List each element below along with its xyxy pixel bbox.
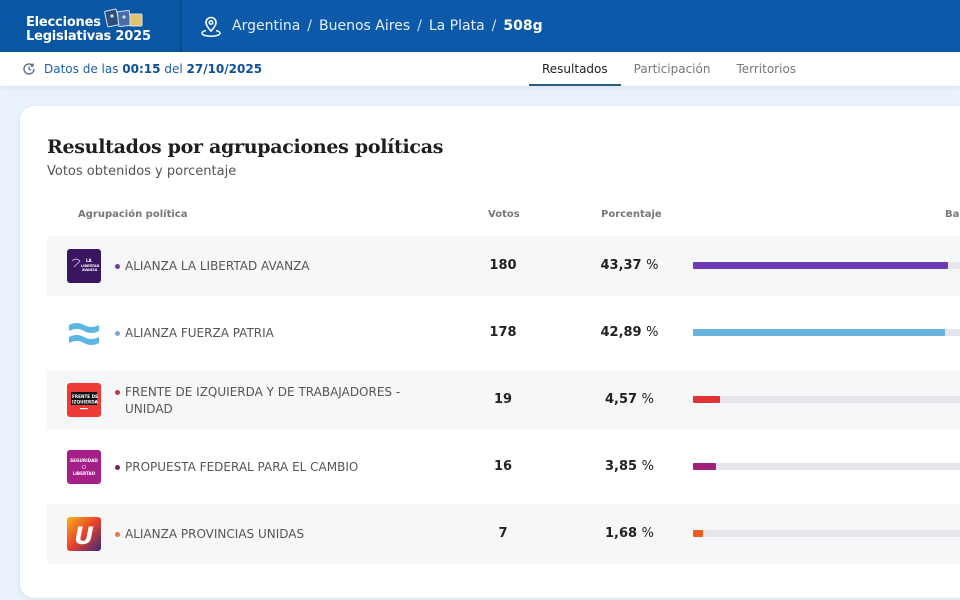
breadcrumb-buenos-aires[interactable]: Buenos Aires [319, 18, 411, 34]
party-color-dot [115, 464, 120, 470]
percent-number: 4,57 [605, 392, 638, 407]
percent-unit: % [646, 258, 659, 273]
breadcrumb-current: 508g [503, 18, 543, 34]
refresh-clock-icon [23, 63, 35, 75]
party-color-dot [115, 531, 120, 537]
logo-text: IZQUIERDA [72, 400, 99, 405]
column-header-percent: Porcentaje [601, 209, 662, 220]
breadcrumb-separator: / [417, 18, 422, 34]
party-color-dot [115, 390, 120, 395]
percent-bar-track [693, 396, 960, 403]
percent-bar-fill [693, 329, 946, 336]
frente-de-izquierda-logo: FRENTE DE IZQUIERDA [67, 383, 101, 417]
column-header-votes: Votos [488, 209, 520, 220]
column-header-party: Agrupación política [78, 209, 188, 220]
percent-bar-fill [693, 262, 948, 269]
results-card: Resultados por agrupaciones políticas Vo… [20, 106, 960, 598]
percent-number: 43,37 [600, 258, 642, 273]
percent-unit: % [641, 526, 654, 541]
percent-number: 1,68 [605, 526, 638, 541]
percent-value: 43,37 % [592, 236, 667, 296]
party-name: ALIANZA LA LIBERTAD AVANZA [115, 236, 425, 296]
percent-bar-track [693, 530, 960, 537]
logo-text: SEGURIDAD [70, 458, 98, 463]
brand-logo[interactable]: Elecciones Legislativas 2025 [0, 0, 182, 52]
breadcrumb-argentina[interactable]: Argentina [232, 18, 301, 34]
percent-unit: % [641, 392, 654, 407]
ballot-cards-icon [104, 8, 143, 28]
percent-value: 4,57 % [592, 370, 667, 430]
percent-number: 42,89 [600, 325, 642, 340]
breadcrumb-la-plata[interactable]: La Plata [428, 18, 485, 34]
data-timestamp: Datos de las 00:15 del 27/10/2025 [22, 62, 262, 76]
brand-line-2: Legislativas 2025 [26, 29, 151, 44]
party-name-text: PROPUESTA FEDERAL PARA EL CAMBIO [125, 459, 359, 474]
tab-territorios[interactable]: Territorios [736, 62, 797, 76]
tab-participacion[interactable]: Participación [633, 62, 711, 76]
breadcrumb-separator: / [307, 18, 313, 34]
percent-bar-fill [693, 463, 716, 470]
seguridad-y-libertad-logo: SEGURIDAD LIBERTAD [67, 450, 101, 484]
provincias-unidas-logo: U [67, 517, 101, 551]
sub-bar: Datos de las 00:15 del 27/10/2025 Result… [0, 52, 960, 86]
timestamp-time: 00:15 [122, 62, 161, 76]
percent-bar-fill [693, 396, 720, 403]
party-name-text: ALIANZA FUERZA PATRIA [125, 325, 274, 340]
logo-text: LIBERTAD [73, 471, 96, 476]
map-pin-icon [201, 16, 221, 37]
party-name: PROPUESTA FEDERAL PARA EL CAMBIO [115, 437, 425, 497]
logo-text: LA [86, 258, 93, 263]
votes-value: 16 [493, 459, 513, 474]
votes-value: 19 [493, 392, 513, 407]
timestamp-date: 27/10/2025 [186, 62, 263, 76]
table-row: FRENTE DE IZQUIERDA FRENTE DE IZQUIERDA … [47, 370, 960, 430]
percent-number: 3,85 [605, 459, 638, 474]
percent-bar-fill [693, 530, 703, 537]
party-name: ALIANZA PROVINCIAS UNIDAS [115, 504, 425, 564]
party-name-text: FRENTE DE IZQUIERDA Y DE TRABAJADORES - … [125, 385, 401, 416]
fuerza-patria-logo [67, 316, 101, 350]
party-name-text: ALIANZA PROVINCIAS UNIDAS [125, 526, 305, 541]
party-color-dot [115, 330, 120, 336]
logo-text: U [74, 522, 94, 550]
party-name: FRENTE DE IZQUIERDA Y DE TRABAJADORES - … [115, 370, 425, 430]
tab-bar: Resultados Participación Territorios [529, 52, 809, 86]
percent-unit: % [641, 459, 654, 474]
votes-value: 178 [489, 325, 517, 340]
breadcrumb: Argentina / Buenos Aires / La Plata / 50… [182, 0, 543, 52]
table-row: ALIANZA FUERZA PATRIA 178 42,89 % [47, 303, 960, 363]
percent-bar-track [693, 262, 960, 269]
party-color-dot [115, 263, 120, 269]
logo-text: FRENTE DE [72, 394, 98, 399]
party-name: ALIANZA FUERZA PATRIA [115, 303, 425, 363]
logo-text: LIBERTAD [81, 264, 99, 268]
top-bar: Elecciones Legislativas 2025 Argentina /… [0, 0, 960, 52]
tab-resultados[interactable]: Resultados [529, 52, 621, 86]
logo-text: AVANZA [82, 268, 98, 272]
table-row: U ALIANZA PROVINCIAS UNIDAS 7 1,68 % [47, 504, 960, 564]
brand-line-1: Elecciones [26, 15, 101, 30]
votes-value: 180 [489, 258, 517, 273]
timestamp-prefix: Datos de las [44, 62, 119, 76]
table-row: SEGURIDAD LIBERTAD PROPUESTA FEDERAL PAR… [47, 437, 960, 497]
percent-bar-track [693, 463, 960, 470]
la-libertad-avanza-logo: LA LIBERTAD AVANZA [67, 249, 101, 283]
party-name-text: ALIANZA LA LIBERTAD AVANZA [125, 258, 310, 273]
table-row: LA LIBERTAD AVANZA ALIANZA LA LIBERTAD A… [47, 236, 960, 296]
percent-value: 3,85 % [592, 437, 667, 497]
percent-unit: % [646, 325, 659, 340]
percent-value: 42,89 % [592, 303, 667, 363]
timestamp-mid: del [164, 62, 183, 76]
card-subtitle: Votos obtenidos y porcentaje [47, 164, 237, 179]
votes-value: 7 [498, 526, 508, 541]
card-title: Resultados por agrupaciones políticas [47, 136, 444, 158]
breadcrumb-separator: / [491, 18, 497, 34]
percent-value: 1,68 % [592, 504, 667, 564]
column-header-bar: Ba [945, 209, 960, 220]
percent-bar-track [693, 329, 960, 336]
brand-title: Elecciones Legislativas 2025 [26, 16, 151, 44]
